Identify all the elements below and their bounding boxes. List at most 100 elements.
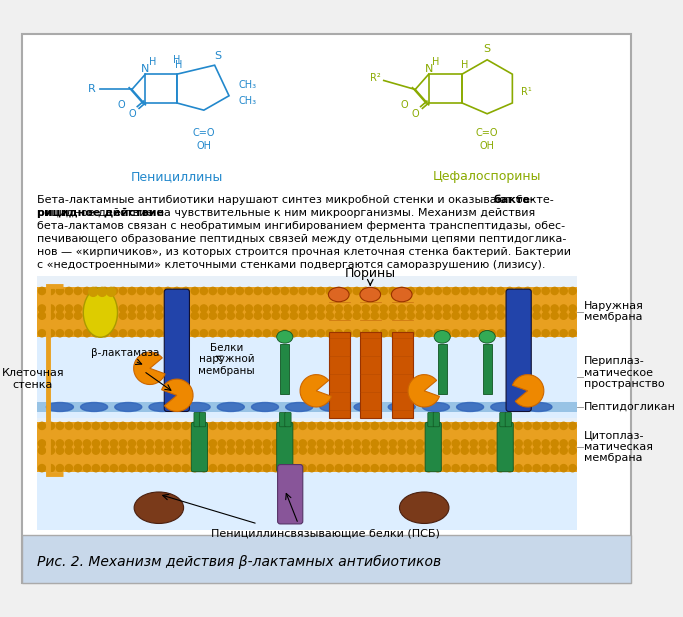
Text: R²: R²	[370, 73, 381, 83]
Circle shape	[497, 305, 504, 312]
Circle shape	[74, 305, 81, 312]
Circle shape	[560, 329, 568, 337]
Circle shape	[425, 288, 432, 294]
Circle shape	[74, 447, 81, 454]
Circle shape	[542, 312, 549, 319]
Circle shape	[524, 288, 531, 294]
Circle shape	[245, 329, 253, 337]
Circle shape	[137, 329, 145, 337]
Circle shape	[38, 440, 46, 447]
Circle shape	[83, 440, 91, 447]
Circle shape	[461, 329, 469, 337]
Circle shape	[434, 329, 441, 337]
Circle shape	[74, 422, 81, 429]
Circle shape	[209, 465, 217, 472]
Circle shape	[452, 312, 459, 319]
Circle shape	[56, 422, 64, 429]
Circle shape	[380, 440, 387, 447]
Circle shape	[200, 440, 208, 447]
Circle shape	[425, 440, 432, 447]
Circle shape	[263, 447, 270, 454]
Ellipse shape	[285, 402, 313, 412]
Ellipse shape	[329, 288, 349, 302]
Circle shape	[299, 447, 307, 454]
Circle shape	[425, 422, 432, 429]
Circle shape	[146, 465, 154, 472]
Text: O: O	[117, 100, 125, 110]
Circle shape	[398, 305, 405, 312]
Circle shape	[273, 288, 279, 294]
Circle shape	[461, 305, 469, 312]
Text: C=O: C=O	[476, 128, 499, 138]
Circle shape	[209, 288, 217, 294]
Ellipse shape	[354, 402, 381, 412]
Bar	[329, 333, 350, 418]
Circle shape	[335, 329, 342, 337]
Circle shape	[66, 447, 72, 454]
Circle shape	[290, 422, 297, 429]
Text: H: H	[149, 57, 156, 67]
Circle shape	[92, 440, 100, 447]
Circle shape	[200, 447, 208, 454]
Circle shape	[335, 312, 342, 319]
Circle shape	[308, 312, 316, 319]
Circle shape	[497, 422, 504, 429]
Ellipse shape	[457, 402, 484, 412]
Circle shape	[353, 465, 361, 472]
Circle shape	[533, 465, 540, 472]
Circle shape	[389, 465, 396, 472]
Circle shape	[191, 440, 199, 447]
Bar	[22, 535, 631, 583]
Circle shape	[317, 440, 324, 447]
Circle shape	[461, 288, 469, 294]
Bar	[38, 276, 577, 530]
Circle shape	[560, 447, 568, 454]
Circle shape	[164, 329, 171, 337]
Bar	[38, 337, 577, 418]
Circle shape	[389, 305, 396, 312]
Circle shape	[479, 465, 486, 472]
Circle shape	[380, 288, 387, 294]
Circle shape	[353, 422, 361, 429]
Circle shape	[137, 305, 145, 312]
Circle shape	[569, 288, 576, 294]
Circle shape	[236, 312, 243, 319]
Circle shape	[137, 447, 145, 454]
Circle shape	[182, 447, 189, 454]
Circle shape	[120, 422, 126, 429]
Circle shape	[542, 465, 549, 472]
Circle shape	[326, 329, 333, 337]
Circle shape	[155, 440, 163, 447]
Ellipse shape	[81, 402, 108, 412]
Text: O: O	[411, 109, 419, 118]
Circle shape	[47, 422, 55, 429]
Text: R: R	[88, 85, 96, 94]
Circle shape	[452, 465, 459, 472]
Circle shape	[92, 422, 100, 429]
Circle shape	[38, 422, 46, 429]
Circle shape	[83, 305, 91, 312]
Circle shape	[173, 447, 180, 454]
Circle shape	[371, 305, 378, 312]
Circle shape	[56, 305, 64, 312]
Text: Цефалоспорины: Цефалоспорины	[433, 170, 542, 183]
Bar	[483, 344, 492, 394]
Circle shape	[263, 305, 270, 312]
Bar	[280, 344, 290, 394]
Circle shape	[533, 447, 540, 454]
Text: O: O	[128, 109, 136, 118]
Circle shape	[551, 312, 558, 319]
Ellipse shape	[149, 402, 176, 412]
Circle shape	[371, 422, 378, 429]
Circle shape	[110, 440, 117, 447]
Circle shape	[362, 312, 370, 319]
Circle shape	[443, 329, 450, 337]
Circle shape	[506, 329, 513, 337]
Circle shape	[380, 329, 387, 337]
Text: печивающего образование пептидных связей между отдельными цепями пептидоглика-: печивающего образование пептидных связей…	[38, 234, 567, 244]
Ellipse shape	[391, 288, 412, 302]
Circle shape	[488, 288, 495, 294]
Circle shape	[101, 305, 109, 312]
Circle shape	[47, 288, 55, 294]
Circle shape	[273, 440, 279, 447]
